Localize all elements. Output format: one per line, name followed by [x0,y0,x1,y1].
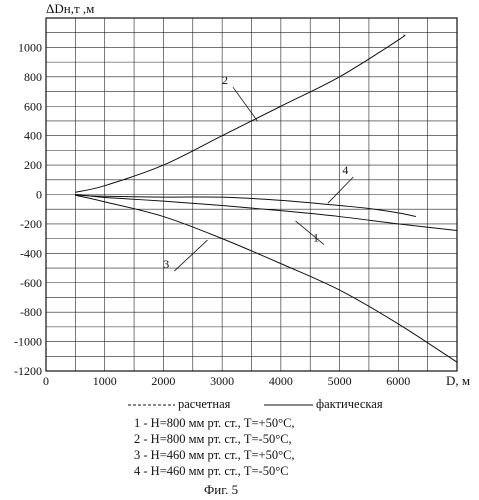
curve-label: 4 [342,163,348,177]
y-tick-label: -400 [20,246,42,260]
y-axis-ticks: 1000 800 600 400 200 0 -200 -400 -600 -800 -1000 -1… [14,40,42,378]
y-tick-label: 400 [24,129,42,143]
y-tick-label: -1200 [14,364,42,378]
x-tick-label: 3000 [210,374,234,388]
x-axis-label: D, м [446,373,470,388]
y-tick-label: 600 [24,99,42,113]
series-line-3 [75,195,457,362]
y-tick-label: 800 [24,70,42,84]
legend-dashed-label: расчетная [178,397,230,412]
legend-solid-label: фактическая [316,397,383,412]
y-tick-label: -1000 [14,335,42,349]
legend-entry-4: 4 - H=460 мм рт. ст., Т=-50°С [134,464,289,479]
curve-label: 1 [313,231,319,245]
curve-labels: 2 4 1 3 [163,73,353,271]
x-tick-label: 4000 [269,374,293,388]
curve-label-leader [233,87,257,121]
y-tick-label: 200 [24,158,42,172]
series-line-1 [75,195,457,231]
series-line-2 [75,35,405,192]
y-tick-label: -200 [20,217,42,231]
x-axis-ticks: 0 1000 2000 3000 4000 5000 6000 [43,374,410,388]
curve-label: 2 [222,73,228,87]
y-tick-label: 0 [36,188,42,202]
y-axis-label: ΔDн,т ,м [46,1,94,16]
x-tick-label: 2000 [151,374,175,388]
curve-label: 3 [163,257,169,271]
chart-grid [46,18,457,371]
chart-series [75,35,457,362]
legend-entry-2: 2 - H=800 мм рт. ст., Т=-50°С, [134,432,292,447]
x-tick-label: 0 [43,374,49,388]
y-tick-label: 1000 [18,40,42,54]
curve-label-leader [296,221,324,245]
curve-label-leader [174,240,207,271]
x-tick-label: 5000 [328,374,352,388]
x-tick-label: 1000 [93,374,117,388]
legend-entry-1: 1 - H=800 мм рт. ст., Т=+50°С, [134,416,295,431]
legend-entry-3: 3 - H=460 мм рт. ст., Т=+50°С, [134,448,295,463]
x-tick-label: 6000 [386,374,410,388]
figure-caption: Фиг. 5 [204,482,238,498]
y-tick-label: -800 [20,305,42,319]
curve-label-leader [328,177,354,203]
y-tick-label: -600 [20,276,42,290]
